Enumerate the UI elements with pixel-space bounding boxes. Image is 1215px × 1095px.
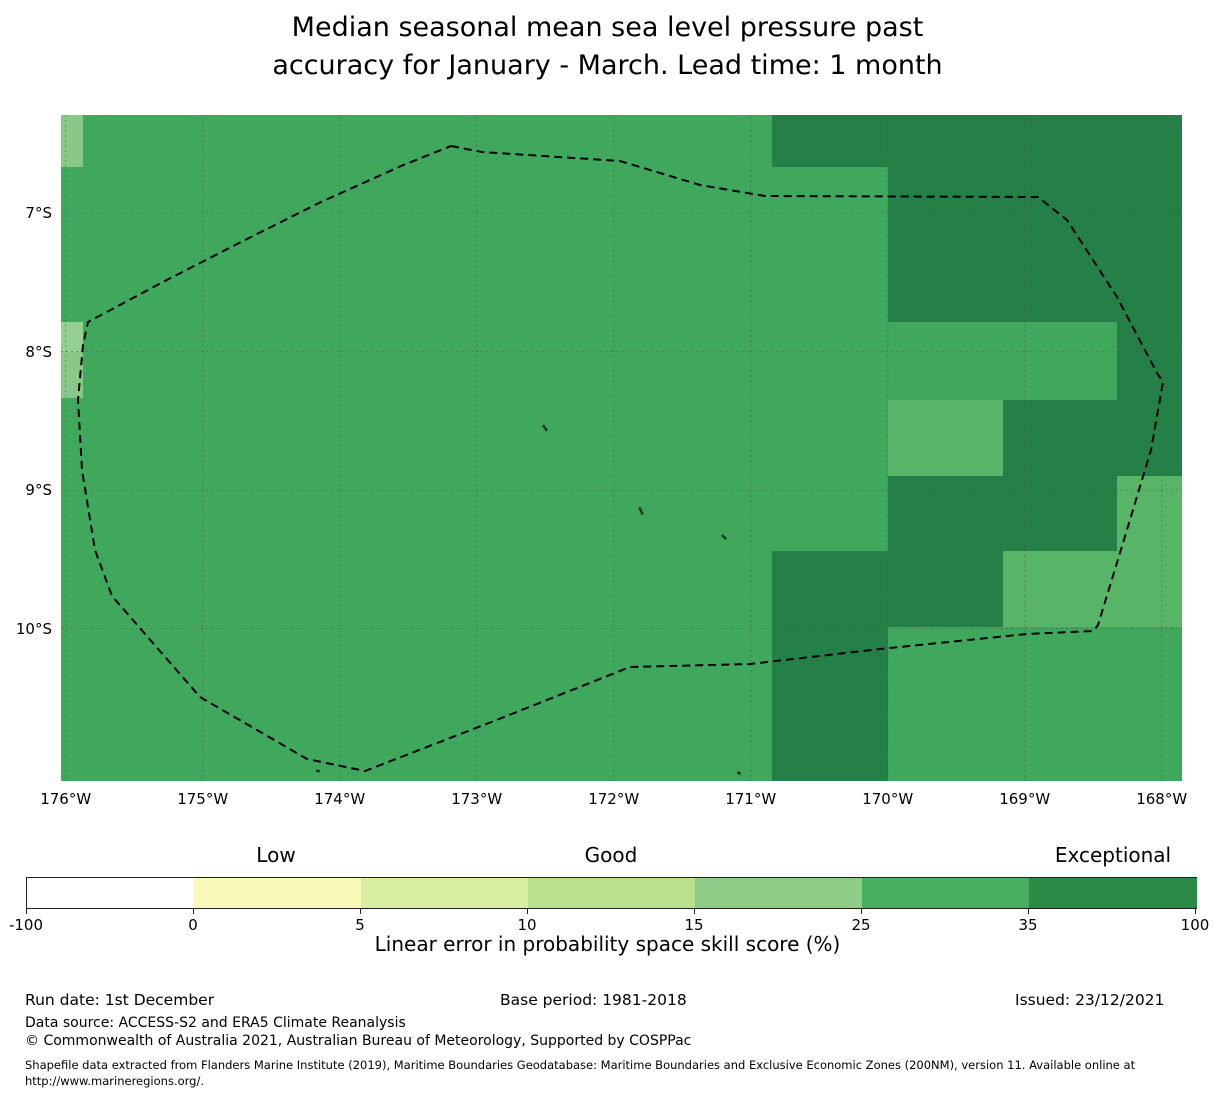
colorbar-axis-label: Linear error in probability space skill …	[374, 932, 841, 956]
base-period-text: Base period: 1981-2018	[500, 991, 687, 1009]
y-tick-label: 9°S	[25, 481, 52, 499]
data-source-text: Data source: ACCESS-S2 and ERA5 Climate …	[25, 1015, 406, 1031]
chart-title-line2: accuracy for January - March. Lead time:…	[272, 50, 943, 81]
skill-cell-35-100	[887, 476, 1003, 627]
colorbar-segment-10-15	[528, 878, 696, 908]
colorbar-category-good: Good	[584, 843, 638, 867]
chart-title-line1: Median seasonal mean sea level pressure …	[291, 12, 924, 43]
colorbar-segment-35-100	[1029, 878, 1197, 908]
colorbar-tick-label: 5	[355, 916, 365, 934]
map-overlay	[61, 115, 1182, 781]
skill-cell-15-25	[61, 322, 83, 352]
colorbar-tick-mark	[694, 909, 695, 914]
island-mark	[736, 770, 742, 776]
island-mark	[315, 769, 321, 773]
colorbar-tick-mark	[1028, 909, 1029, 914]
skill-cell-15-25	[61, 115, 83, 167]
shapefile-credit-line2: http://www.marineregions.org/.	[25, 1074, 204, 1088]
colorbar-tick-label: 100	[1180, 916, 1210, 934]
x-tick-label: 176°W	[40, 790, 92, 808]
colorbar	[26, 877, 1197, 909]
shapefile-credit-line1: Shapefile data extracted from Flanders M…	[25, 1058, 1136, 1072]
skill-cell-25-35	[1003, 551, 1117, 627]
colorbar-tick-mark	[861, 909, 862, 914]
colorbar-tick-mark	[193, 909, 194, 914]
skill-cell-35-100	[887, 167, 1182, 322]
colorbar-tick-label: 10	[517, 916, 537, 934]
x-tick-label: 170°W	[862, 790, 914, 808]
colorbar-category-exceptional: Exceptional	[1054, 843, 1172, 867]
copyright-text: © Commonwealth of Australia 2021, Austra…	[25, 1033, 692, 1049]
skill-cell-25-35	[887, 400, 1003, 476]
y-tick-label: 7°S	[25, 204, 52, 222]
island-mark	[541, 424, 549, 432]
issued-text: Issued: 23/12/2021	[1015, 991, 1165, 1009]
colorbar-tick-label: 15	[684, 916, 704, 934]
x-tick-label: 168°W	[1136, 790, 1188, 808]
skill-cell-35-100	[1003, 400, 1117, 551]
skill-cell-35-100	[772, 551, 888, 781]
x-tick-label: 173°W	[451, 790, 503, 808]
x-tick-label: 172°W	[588, 790, 640, 808]
colorbar-tick-mark	[527, 909, 528, 914]
colorbar-tick-label: -100	[8, 916, 44, 934]
colorbar-segment-5-10	[361, 878, 529, 908]
y-tick-label: 8°S	[25, 342, 52, 361]
eez-boundary-dashed	[76, 144, 1165, 773]
skill-cell-35-100	[772, 115, 1182, 167]
y-tick-label: 10°S	[15, 619, 52, 638]
colorbar-segment-25-35	[862, 878, 1030, 908]
skill-cell-25-35	[1117, 476, 1182, 627]
x-tick-label: 175°W	[177, 790, 229, 808]
colorbar-tick-mark	[26, 909, 27, 914]
colorbar-segment--100-0	[27, 878, 195, 908]
x-tick-label: 174°W	[314, 790, 366, 808]
colorbar-tick-label: 0	[188, 916, 198, 934]
colorbar-tick-label: 25	[851, 916, 871, 934]
colorbar-tick-label: 35	[1018, 916, 1038, 934]
map-plot-area	[61, 115, 1182, 781]
island-mark	[638, 506, 644, 516]
x-tick-label: 169°W	[999, 790, 1051, 808]
x-tick-label: 171°W	[725, 790, 777, 808]
run-date-text: Run date: 1st December	[25, 991, 215, 1009]
colorbar-category-low: Low	[256, 843, 296, 867]
colorbar-tick-mark	[360, 909, 361, 914]
skill-cell-15-25	[61, 352, 83, 398]
colorbar-segment-0-5	[194, 878, 362, 908]
colorbar-segment-15-25	[695, 878, 863, 908]
colorbar-tick-mark	[1195, 909, 1196, 914]
island-mark	[720, 534, 728, 540]
skill-cell-35-100	[1117, 322, 1182, 476]
